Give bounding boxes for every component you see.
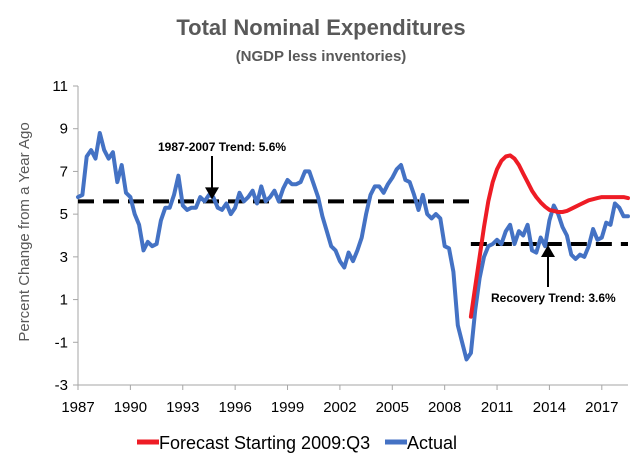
x-tick-label: 1993 [166,399,199,416]
actual-series-line [76,131,630,362]
annotation-recovery-trend: Recovery Trend: 3.6% [491,291,616,305]
x-tick-label: 2008 [428,399,461,416]
legend: Forecast Starting 2009:Q3 Actual [137,433,457,453]
x-tick-label: 2002 [323,399,356,416]
x-tick-label: 2011 [481,399,513,416]
x-tick-label: 2017 [585,399,618,416]
y-axis-label: Percent Change from a Year Ago [16,122,33,341]
y-tick-label: -1 [55,334,68,351]
x-tick-label: 1987 [61,399,94,416]
legend-actual-label: Actual [407,433,457,453]
x-tick-label: 1990 [114,399,147,416]
y-tick-label: 7 [60,163,68,180]
y-tick-label: 3 [60,249,68,266]
chart-subtitle: (NGDP less inventories) [236,48,407,65]
forecast-series-line [468,153,630,319]
x-tick-label: 2014 [533,399,566,416]
x-tick-label: 2005 [376,399,409,416]
y-tick-label: -3 [55,377,68,394]
annotation-trend-1987-2007: 1987-2007 Trend: 5.6% [158,140,286,154]
legend-forecast-label: Forecast Starting 2009:Q3 [159,433,370,453]
x-tick-label: 1996 [218,399,251,416]
annotation-arrow-2-head [541,245,555,258]
y-tick-label: 5 [60,206,68,223]
y-tick-label: 9 [60,121,68,138]
plot-area: -3 -1 1 3 5 7 9 11 1987 1990 1993 1996 1999 2002 2005 2… [52,78,630,416]
annotation-arrow-1-head [205,187,219,200]
x-tick-label: 1999 [271,399,304,416]
y-tick-label: 11 [52,78,68,95]
y-tick-label: 1 [60,292,68,309]
chart-title: Total Nominal Expenditures [176,15,465,40]
